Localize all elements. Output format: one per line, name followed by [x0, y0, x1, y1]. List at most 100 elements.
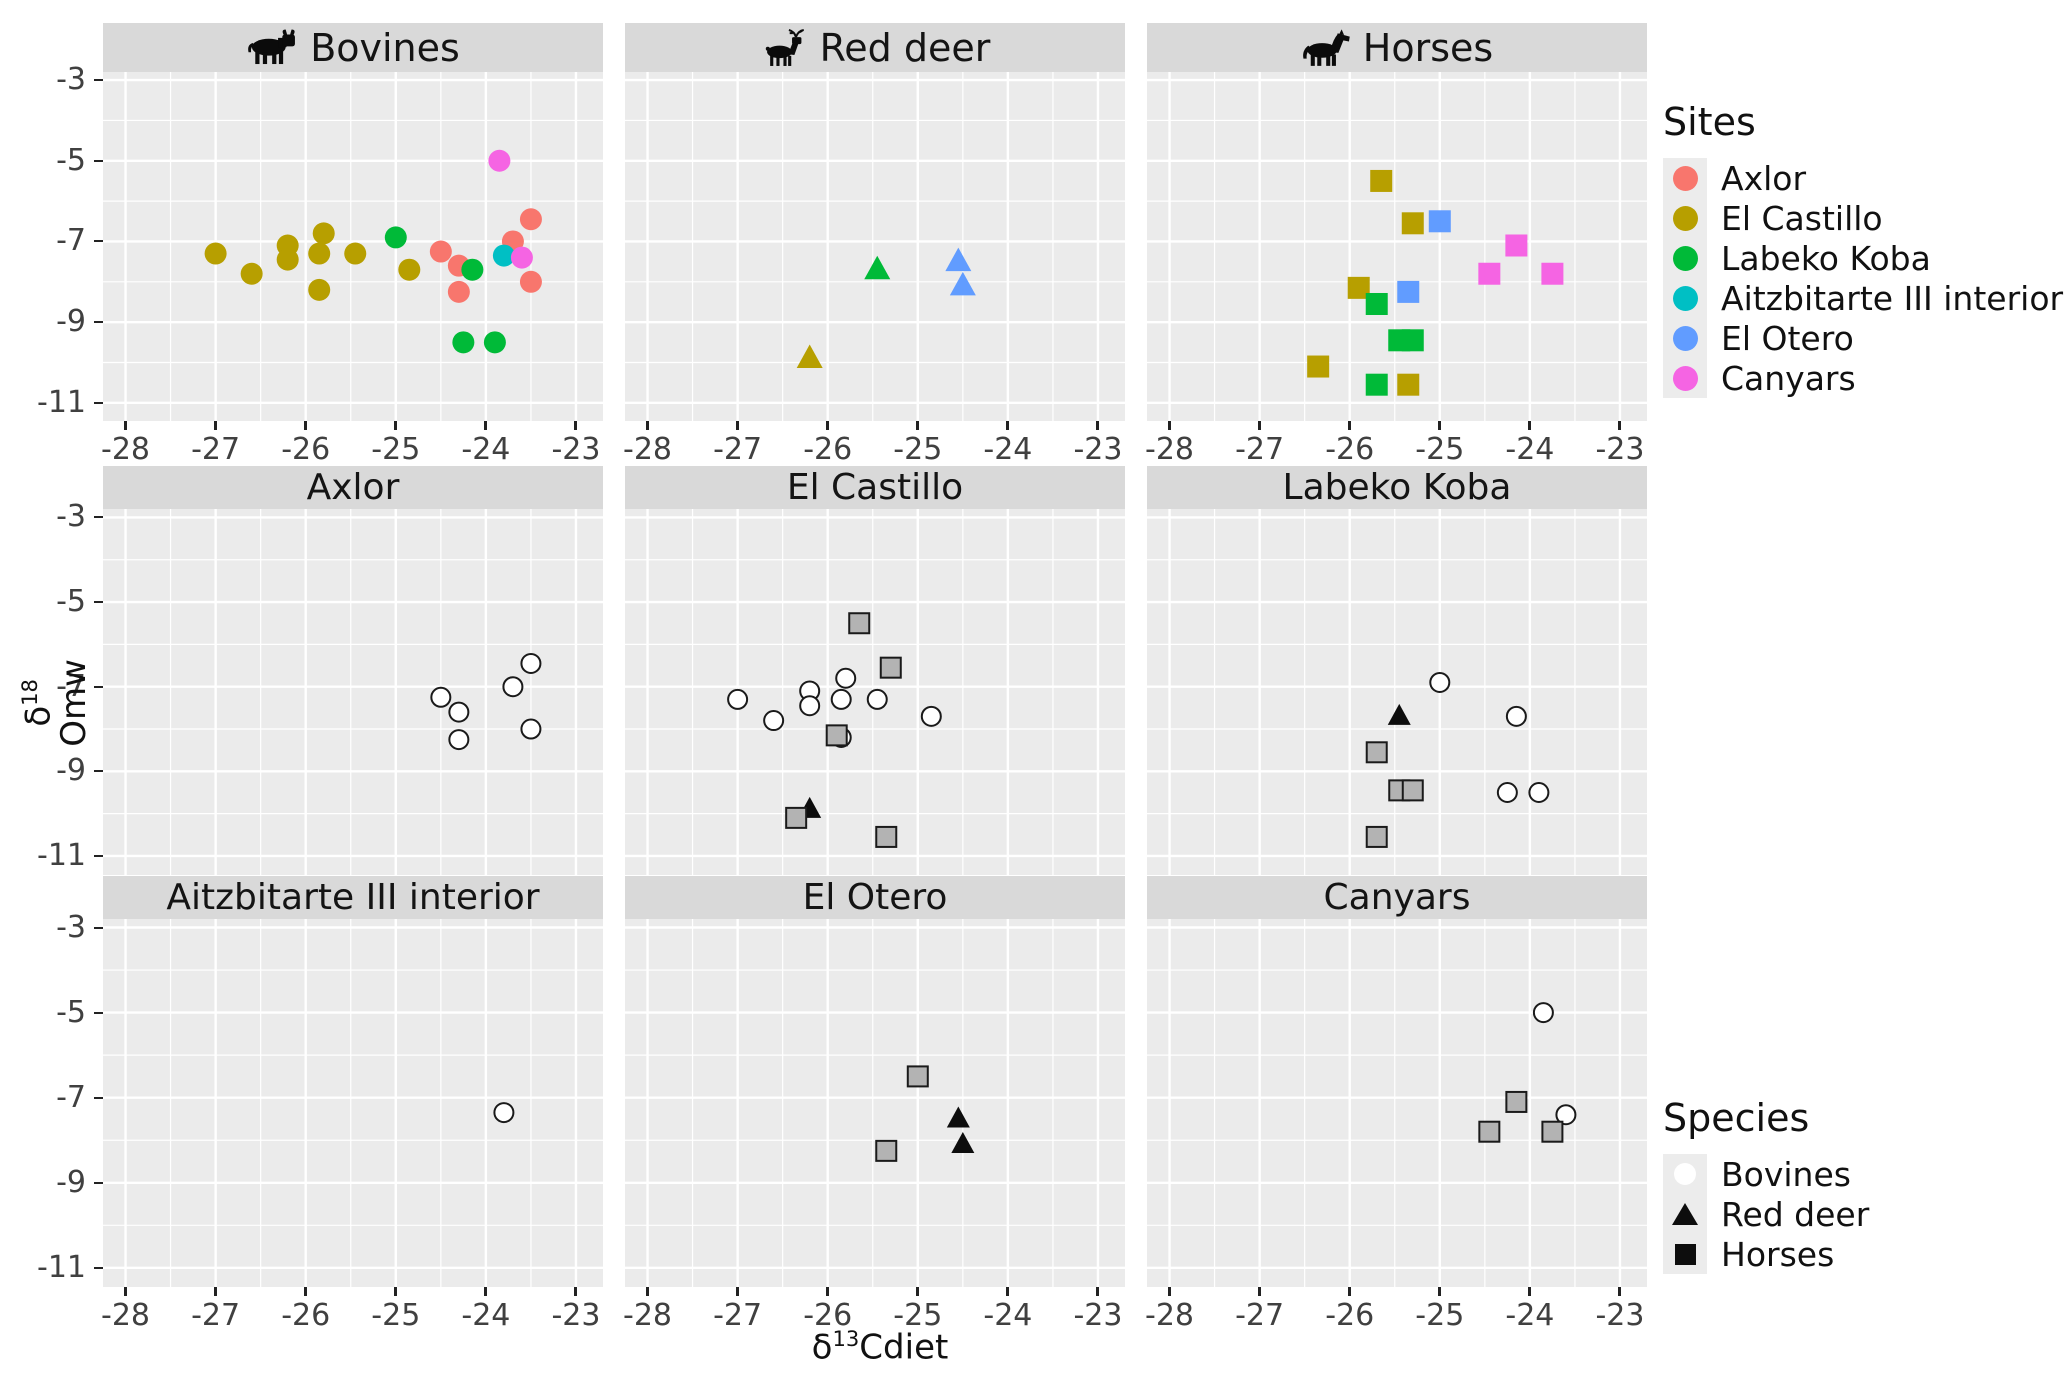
scatter-plot-red-deer — [625, 72, 1125, 421]
legend-item-labeko-koba: Labeko Koba — [1663, 238, 2063, 278]
facet-panel-canyars: Canyars — [1147, 876, 1647, 1287]
x-tick-label: -28 — [623, 432, 673, 467]
x-tick-label: -26 — [281, 1298, 331, 1333]
legend-item-aitzbitarte: Aitzbitarte III interior — [1663, 278, 2063, 318]
facet-panel-axlor: Axlor — [103, 466, 603, 875]
sites-legend: Sites Axlor El Castillo Labeko Koba Aitz… — [1663, 100, 2063, 398]
y-tick-mark — [94, 601, 103, 604]
data-point-labeko-koba — [1401, 329, 1424, 352]
x-tick-mark — [304, 1287, 308, 1296]
x-tick-label: -27 — [191, 432, 241, 467]
x-axis-title: δ13Cdiet — [811, 1326, 949, 1368]
x-tick-mark — [736, 421, 740, 430]
x-tick-label: -24 — [983, 432, 1033, 467]
data-point-labeko-koba — [461, 258, 484, 281]
data-point-el-castillo — [825, 724, 848, 747]
facet-panel-labeko-koba: Labeko Koba — [1147, 466, 1647, 875]
x-tick-mark — [826, 421, 830, 430]
x-tick-label: -26 — [1325, 1298, 1375, 1333]
data-point-el-castillo — [312, 222, 335, 245]
data-point-labeko-koba — [1505, 705, 1527, 727]
x-tick-mark — [1618, 421, 1622, 430]
scatter-plot-axlor — [103, 509, 603, 875]
x-tick-mark — [1096, 1287, 1100, 1296]
x-tick-mark — [214, 421, 218, 430]
data-point-el-castillo — [727, 688, 749, 710]
x-tick-mark — [1168, 1287, 1172, 1296]
data-point-el-castillo — [763, 710, 785, 732]
x-tick-label: -24 — [1505, 432, 1555, 467]
legend-label: Horses — [1721, 1234, 1835, 1274]
data-point-el-castillo — [920, 705, 942, 727]
x-tick-label: -27 — [713, 432, 763, 467]
data-point-el-castillo — [799, 695, 821, 717]
sites-legend-title: Sites — [1663, 100, 1756, 144]
data-point-el-castillo — [1397, 373, 1420, 396]
x-tick-mark — [394, 421, 398, 430]
data-point-el-castillo — [276, 248, 299, 271]
data-point-labeko-koba — [1365, 373, 1388, 396]
legend-item-el-castillo: El Castillo — [1663, 198, 2063, 238]
y-tick-mark — [94, 685, 103, 688]
x-tick-mark — [484, 421, 488, 430]
legend-label: Aitzbitarte III interior — [1721, 278, 2064, 318]
data-point-axlor — [502, 676, 524, 698]
data-point-axlor — [430, 686, 452, 708]
x-tick-label: -25 — [1415, 1298, 1465, 1333]
y-tick-label: -3 — [56, 62, 86, 98]
y-tick-label: -7 — [56, 668, 86, 704]
axlor-color-swatch — [1672, 165, 1698, 191]
data-point-labeko-koba — [452, 331, 475, 354]
x-tick-mark — [124, 1287, 128, 1296]
data-point-el-castillo — [308, 242, 331, 265]
x-tick-label: -27 — [713, 1298, 763, 1333]
data-point-canyars — [1505, 1090, 1528, 1113]
x-tick-label: -26 — [1325, 432, 1375, 467]
facet-strip-el-otero: El Otero — [625, 876, 1125, 919]
x-tick-mark — [574, 1287, 578, 1296]
legend-key — [1663, 318, 1707, 358]
x-tick-label: -24 — [1505, 1298, 1555, 1333]
y-tick-label: -7 — [56, 1079, 86, 1115]
y-tick-mark — [94, 1181, 103, 1184]
facet-strip-label: El Otero — [802, 876, 948, 918]
data-point-canyars — [1478, 1120, 1501, 1143]
x-tick-mark — [574, 421, 578, 430]
y-tick-label: -5 — [56, 142, 86, 178]
x-tick-mark — [916, 1287, 920, 1296]
data-point-el-otero — [875, 1139, 898, 1162]
legend-item-axlor: Axlor — [1663, 158, 2063, 198]
x-tick-mark — [124, 421, 128, 430]
aitzbitarte-color-swatch — [1672, 285, 1698, 311]
y-tick-mark — [94, 770, 103, 773]
y-tick-mark — [94, 240, 103, 243]
x-tick-label: -23 — [551, 1298, 601, 1333]
data-point-el-castillo — [204, 242, 227, 265]
legend-key — [1663, 358, 1707, 398]
legend-label: Canyars — [1721, 358, 1856, 398]
facet-strip-labeko-koba: Labeko Koba — [1147, 466, 1647, 509]
data-point-el-castillo — [835, 667, 857, 689]
y-tick-mark — [94, 321, 103, 324]
x-tick-label: -24 — [461, 432, 511, 467]
y-tick-label: -3 — [56, 499, 86, 535]
y-tick-mark — [94, 1011, 103, 1014]
facet-panel-horses: Horses — [1147, 23, 1647, 421]
data-point-axlor — [519, 208, 542, 231]
x-tick-label: -23 — [551, 432, 601, 467]
facet-strip-bovines: Bovines — [103, 23, 603, 72]
el-castillo-color-swatch — [1672, 205, 1698, 231]
data-point-aitzbitarte-iii-interior — [492, 244, 515, 267]
data-point-el-castillo — [308, 278, 331, 301]
x-tick-mark — [1096, 421, 1100, 430]
x-tick-mark — [1438, 421, 1442, 430]
data-point-el-castillo — [879, 656, 902, 679]
legend-item-canyars: Canyars — [1663, 358, 2063, 398]
x-tick-mark — [394, 1287, 398, 1296]
data-point-canyars — [1532, 1002, 1554, 1024]
legend-key — [1663, 158, 1707, 198]
x-tick-label: -24 — [983, 1298, 1033, 1333]
data-point-el-castillo — [875, 825, 898, 848]
legend-label: Axlor — [1721, 158, 1807, 198]
data-point-el-castillo — [785, 806, 808, 829]
